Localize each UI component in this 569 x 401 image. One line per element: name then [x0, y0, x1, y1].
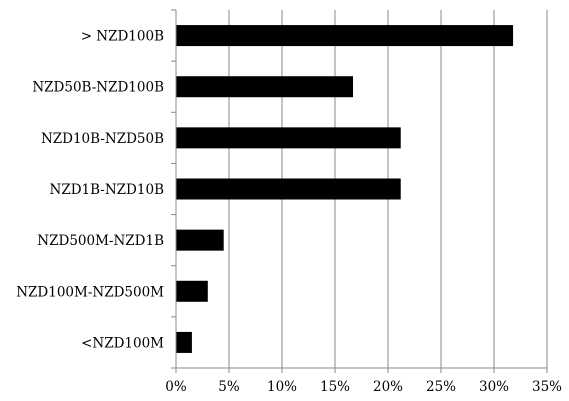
- x-tick-label: 25%: [426, 379, 456, 395]
- x-tick-label: 0%: [165, 379, 187, 395]
- bar: [176, 76, 354, 98]
- x-tick-labels: 0% 5% 10% 15% 20% 25% 30% 35%: [165, 379, 562, 395]
- x-tick-label: 35%: [532, 379, 562, 395]
- category-label: NZD100M-NZD500M: [16, 284, 164, 300]
- bar: [176, 280, 208, 302]
- x-tick-label: 15%: [320, 379, 350, 395]
- category-labels: > NZD100B NZD50B-NZD100B NZD10B-NZD50B NZD1…: [16, 29, 164, 352]
- category-label: > NZD100B: [81, 29, 164, 45]
- bar: [176, 127, 401, 149]
- category-label: <NZD100M: [81, 335, 164, 351]
- x-tick-label: 10%: [267, 379, 297, 395]
- bar: [176, 331, 192, 353]
- category-label: NZD500M-NZD1B: [37, 233, 164, 249]
- bar: [176, 178, 401, 200]
- x-tick-label: 30%: [479, 379, 509, 395]
- bar: [176, 229, 224, 251]
- category-label: NZD1B-NZD10B: [50, 182, 165, 198]
- x-tick-label: 5%: [218, 379, 240, 395]
- bars: [176, 25, 514, 353]
- category-label: NZD50B-NZD100B: [32, 80, 164, 96]
- category-label: NZD10B-NZD50B: [41, 131, 164, 147]
- x-tick-label: 20%: [373, 379, 403, 395]
- bar: [176, 25, 514, 47]
- axes: [171, 9, 548, 373]
